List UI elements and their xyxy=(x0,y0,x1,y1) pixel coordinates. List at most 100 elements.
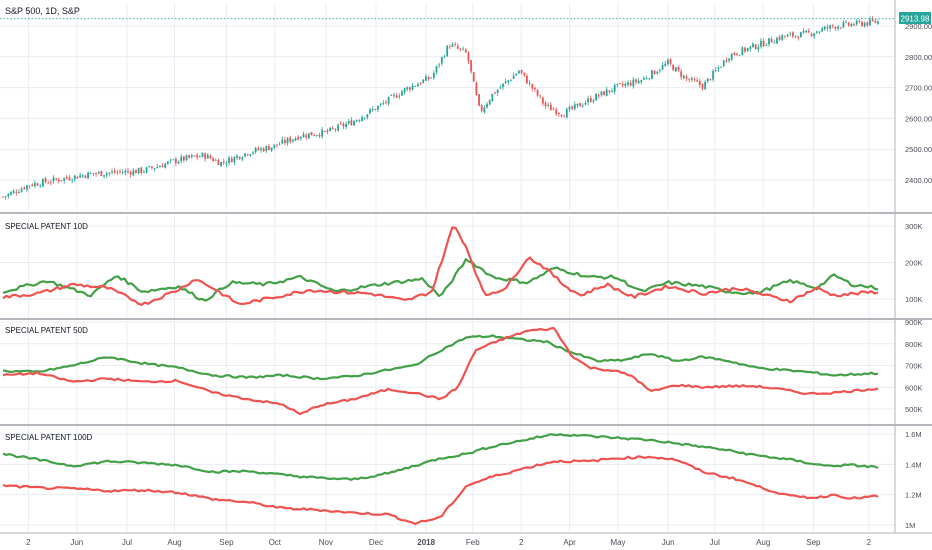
candle-body xyxy=(640,80,643,83)
x-tick-label: Dec xyxy=(369,538,383,547)
x-tick-label: 2018 xyxy=(417,538,435,547)
y-tick-label: 2900.00 xyxy=(905,22,932,31)
candle-body xyxy=(831,25,834,27)
candle-body xyxy=(182,156,185,161)
candle-body xyxy=(318,134,321,137)
candle-body xyxy=(254,147,257,152)
candle-body xyxy=(459,48,462,50)
candle-body xyxy=(797,36,800,39)
x-tick-label: Nov xyxy=(319,538,333,547)
candle-body xyxy=(193,155,196,157)
candle-body xyxy=(701,84,704,89)
candle-body xyxy=(677,66,680,71)
candle-body xyxy=(198,156,201,158)
x-tick-label: Aug xyxy=(756,538,770,547)
candle-body xyxy=(60,180,63,182)
candle-body xyxy=(209,155,212,159)
candle-body xyxy=(462,48,465,50)
candle-body xyxy=(132,170,135,176)
candle-body xyxy=(435,66,438,73)
candle-body xyxy=(172,159,175,161)
candle-body xyxy=(749,46,752,50)
candle-body xyxy=(674,67,677,72)
candle-body xyxy=(57,179,60,182)
candle-body xyxy=(871,18,874,21)
candle-body xyxy=(121,172,124,174)
candle-body xyxy=(547,104,550,106)
candle-body xyxy=(76,176,79,179)
candle-body xyxy=(632,79,635,87)
candle-body xyxy=(257,148,260,151)
candle-body xyxy=(768,38,770,45)
candle-body xyxy=(161,165,164,168)
candle-body xyxy=(143,171,145,173)
candle-body xyxy=(334,129,337,131)
candle-body xyxy=(119,171,121,172)
candle-body xyxy=(853,24,855,26)
candle-body xyxy=(297,137,300,140)
candle-body xyxy=(81,175,84,177)
candle-body xyxy=(361,117,363,122)
candle-body xyxy=(730,53,733,60)
green-series-line xyxy=(2,258,879,302)
candle-body xyxy=(151,166,153,169)
candle-body xyxy=(666,59,669,65)
candle-body xyxy=(284,139,286,144)
candle-body xyxy=(108,172,111,174)
candle-body xyxy=(611,90,613,92)
candle-body xyxy=(480,105,483,112)
candle-body xyxy=(810,33,813,36)
candle-body xyxy=(815,31,818,33)
candle-body xyxy=(478,94,480,106)
candle-body xyxy=(861,21,863,26)
candle-body xyxy=(531,84,534,89)
x-tick-label: Sep xyxy=(219,538,234,547)
candle-body xyxy=(549,104,552,111)
candle-body xyxy=(39,185,42,187)
candle-body xyxy=(518,71,520,74)
candle-body xyxy=(573,104,576,109)
candle-body xyxy=(869,19,871,26)
candle-body xyxy=(270,147,273,151)
candle-body xyxy=(539,95,542,97)
candle-body xyxy=(159,166,161,168)
candle-body xyxy=(2,196,4,198)
candle-body xyxy=(294,138,297,141)
y-tick-label: 1.4M xyxy=(905,460,922,469)
candle-body xyxy=(329,127,332,131)
candle-body xyxy=(786,34,789,37)
candle-body xyxy=(403,88,406,93)
candle-body xyxy=(188,155,191,158)
candle-body xyxy=(422,79,425,84)
x-tick-label: Sep xyxy=(806,538,821,547)
candle-body xyxy=(475,82,478,95)
candle-body xyxy=(331,128,334,130)
candle-body xyxy=(682,75,685,79)
candle-body xyxy=(752,43,754,48)
candle-body xyxy=(204,153,207,159)
candle-body xyxy=(28,185,31,187)
candle-body xyxy=(725,60,728,62)
candle-body xyxy=(228,157,230,163)
candle-body xyxy=(135,170,137,174)
candle-body xyxy=(406,87,409,90)
candle-body xyxy=(507,80,510,83)
candle-body xyxy=(41,179,44,187)
x-tick-label: Jul xyxy=(710,538,720,547)
candle-body xyxy=(140,167,143,174)
candle-body xyxy=(523,72,526,76)
candle-body xyxy=(148,166,151,168)
candle-body xyxy=(698,81,701,85)
candle-body xyxy=(565,109,568,118)
y-tick-label: 500K xyxy=(905,405,923,414)
candle-body xyxy=(669,59,672,64)
candle-body xyxy=(347,120,350,124)
candle-body xyxy=(71,180,74,182)
candle-body xyxy=(520,69,523,73)
candle-body xyxy=(342,123,345,127)
candle-body xyxy=(765,45,768,46)
candle-body xyxy=(706,78,709,82)
y-tick-label: 2700.00 xyxy=(905,84,932,93)
candle-body xyxy=(44,178,47,183)
